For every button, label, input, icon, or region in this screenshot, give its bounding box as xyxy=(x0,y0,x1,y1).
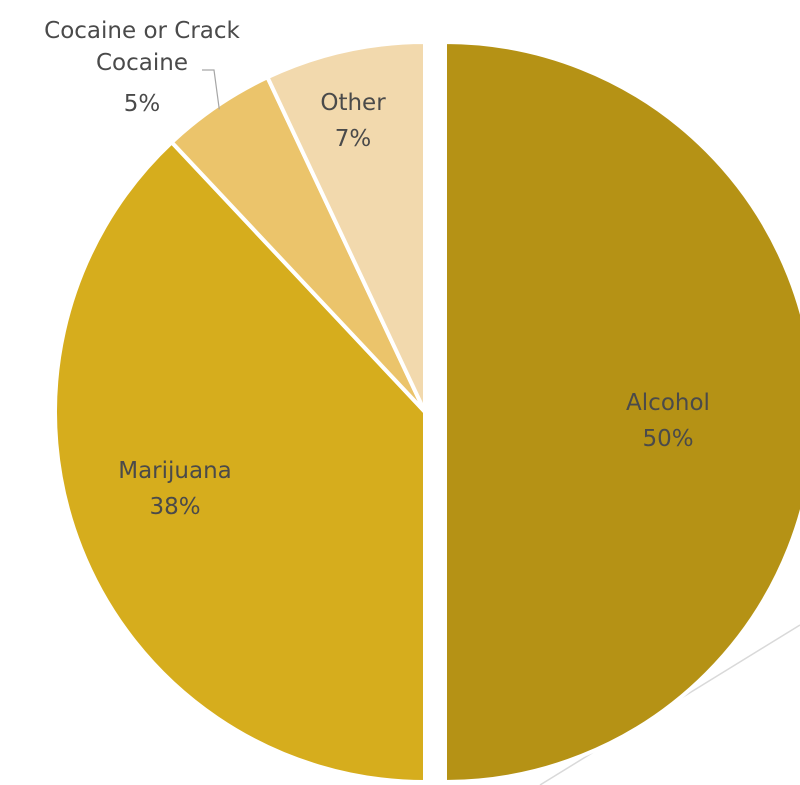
slice-label-other: Other xyxy=(320,90,386,116)
slice-label-marijuana: Marijuana xyxy=(118,458,232,484)
pie-slice-marijuana xyxy=(53,139,427,785)
pie-slice-other xyxy=(264,39,427,413)
slice-label-cocaine-or-crack-cocaine-line-1: Cocaine or Crack xyxy=(44,18,240,44)
leader-line-cocaine-or-crack-cocaine xyxy=(202,69,220,110)
slice-value-other: 7% xyxy=(335,126,372,152)
leader-lines xyxy=(202,69,220,110)
pie-slices xyxy=(53,39,800,785)
slice-label-cocaine-or-crack-cocaine-line-2: Cocaine xyxy=(96,50,188,76)
slice-label-alcohol: Alcohol xyxy=(626,390,710,416)
slice-labels: Alcohol 50% Marijuana 38% Cocaine or Crack Co… xyxy=(44,18,710,520)
slice-value-marijuana: 38% xyxy=(149,494,200,520)
slice-value-cocaine-or-crack-cocaine: 5% xyxy=(124,91,161,117)
slice-value-alcohol: 50% xyxy=(642,426,693,452)
pie-slice-alcohol xyxy=(443,39,800,785)
